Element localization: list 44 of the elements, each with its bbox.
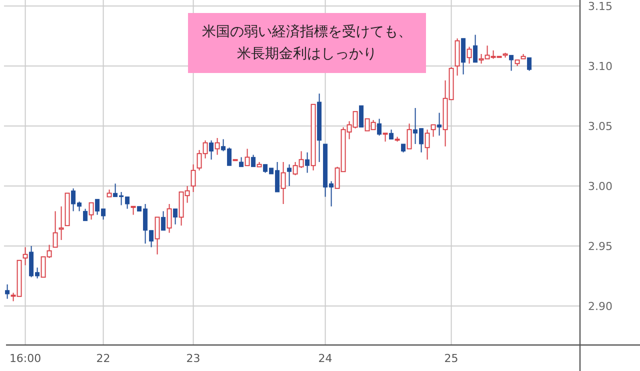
y-tick-label: 3.05: [588, 120, 612, 133]
candlestick: [509, 54, 514, 72]
x-tick-label: 25: [444, 352, 458, 365]
y-tick-label: 2.90: [588, 300, 612, 313]
candlestick: [430, 124, 436, 138]
candlestick: [527, 57, 532, 72]
candlestick: [473, 34, 478, 63]
candlestick: [5, 284, 10, 300]
candlestick: [280, 162, 286, 204]
candlestick: [22, 246, 28, 266]
candlestick: [166, 204, 172, 234]
candlestick: [214, 138, 220, 156]
y-tick-label: 2.95: [588, 240, 612, 253]
candlestick: [406, 123, 412, 150]
candlestick: [161, 210, 166, 231]
candlestick: [359, 105, 364, 128]
candlestick: [58, 206, 64, 240]
candlestick: [251, 154, 256, 168]
x-tick-label: 16:00: [9, 352, 42, 365]
candlestick: [190, 164, 196, 192]
candlestick: [154, 216, 160, 255]
candlestick: [437, 112, 442, 136]
candlestick: [305, 152, 310, 174]
y-tick-label: 3.00: [588, 180, 612, 193]
candlestick: [239, 156, 244, 168]
x-tick-label: 24: [318, 352, 332, 365]
y-tick-label: 3.15: [588, 0, 612, 13]
candlestick: [466, 46, 472, 64]
candlestick: [244, 148, 250, 166]
candlestick: [461, 38, 466, 75]
candlestick: [377, 118, 382, 136]
candlestick: [88, 202, 94, 220]
annotation: 米国の弱い経済指標を受けても、: [202, 24, 412, 40]
x-tick-label: 22: [96, 352, 110, 365]
candlestick: [389, 129, 394, 140]
candlestick: [83, 208, 88, 222]
y-tick-label: 3.10: [588, 60, 612, 73]
candlestick: [52, 210, 58, 248]
annotation: 米長期金利はしっかり: [237, 46, 377, 62]
candlestick: [173, 208, 178, 225]
candlestick: [287, 164, 292, 186]
candlestick: [209, 140, 214, 160]
x-tick-label: 23: [186, 352, 200, 365]
candlestick: [424, 129, 430, 160]
